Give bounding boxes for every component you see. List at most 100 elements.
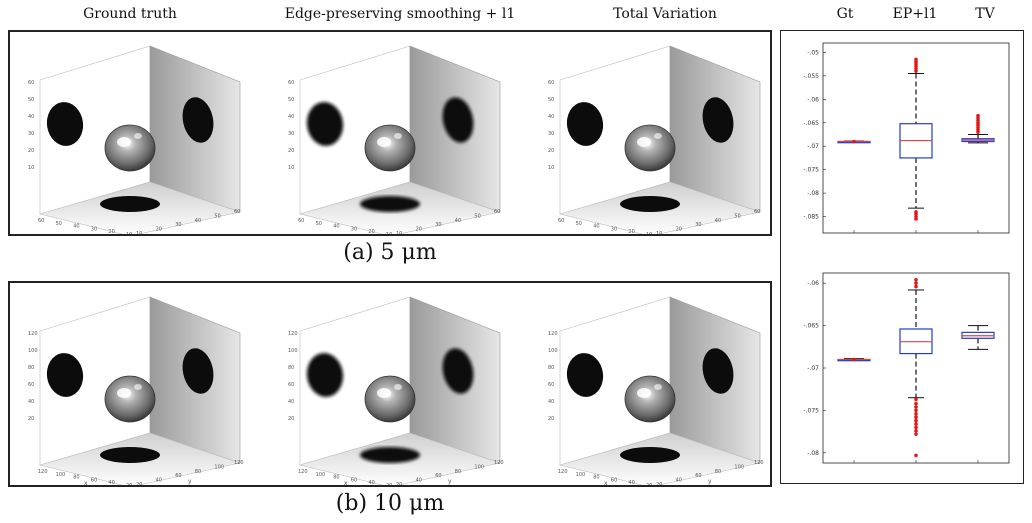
floor-projection <box>100 196 160 212</box>
y-tick-label: -.06 <box>807 96 819 103</box>
outlier-point <box>914 453 918 458</box>
outlier-point <box>976 130 980 134</box>
z-tick-label: 30 <box>548 131 554 137</box>
box-tv <box>961 325 995 463</box>
z-tick-label: 10 <box>28 165 34 171</box>
box-gt <box>837 139 871 233</box>
z-tick-label: 100 <box>548 348 558 354</box>
floor-projection <box>360 447 420 463</box>
z-tick-label: 30 <box>28 131 34 137</box>
sphere-highlight <box>377 137 391 147</box>
y-tick-label: 40 <box>156 478 162 484</box>
z-tick-label: 60 <box>288 382 294 388</box>
z-tick-label: 30 <box>288 131 294 137</box>
outlier-point <box>852 357 856 362</box>
render-ground-truth-5um: 60 50 40 30 20 10 60 50 40 30 20 10 10 20 30 40 50 60 <box>28 45 242 238</box>
render-row-5um: 60 50 40 30 20 10 60 50 40 30 20 10 10 20 30 40 50 60 60 50… <box>28 45 762 238</box>
boxplot-header-gt: Gt <box>836 6 854 22</box>
x-tick-label: 60 <box>91 477 97 483</box>
render-panel-5um: 60 50 40 30 20 10 60 50 40 30 20 10 10 20 30 40 50 60 60 50… <box>8 30 772 238</box>
y-tick-label: 60 <box>435 473 441 479</box>
y-tick-label: 20 <box>396 482 402 485</box>
y-tick-label: 120 <box>494 460 504 466</box>
outlier-point <box>914 418 918 423</box>
y-tick-label: -.07 <box>807 143 819 150</box>
y-tick-label: 20 <box>416 227 422 233</box>
y-tick-label: 40 <box>676 478 682 484</box>
y-tick-label: -.08 <box>807 450 819 457</box>
z-tick-label: 60 <box>288 80 294 86</box>
y-tick-label: 100 <box>734 464 744 470</box>
x-tick-label: 120 <box>298 469 308 475</box>
x-tick-label: 80 <box>73 475 79 481</box>
sphere-object <box>624 124 676 172</box>
z-tick-label: 60 <box>28 382 34 388</box>
boxplot-10um: -.06 -.065 -.07 -.075 -.08 <box>803 272 1010 464</box>
sphere-highlight <box>394 133 402 139</box>
sphere-highlight <box>394 384 402 390</box>
side-wall-projection <box>702 348 734 394</box>
outlier-point <box>914 428 918 433</box>
y-tick-label: 50 <box>214 213 220 219</box>
z-tick-label: 60 <box>548 382 554 388</box>
render-tv-5um: 60 50 40 30 20 10 60 50 40 30 20 10 10 20 30 40 50 60 <box>548 45 762 238</box>
x-tick-label: 20 <box>108 229 114 234</box>
column-header-ground-truth: Ground truth <box>83 6 177 22</box>
y-tick-label: 20 <box>676 227 682 233</box>
y-tick-label: 100 <box>474 464 484 470</box>
boxplot-header-ep-l1: EP+l1 <box>892 6 938 22</box>
y-tick-label: 60 <box>234 209 240 215</box>
x-tick-label: 120 <box>558 469 568 475</box>
y-tick-label: -.06 <box>807 280 819 287</box>
sphere-highlight <box>637 137 651 147</box>
x-tick-label: 30 <box>611 226 617 232</box>
y-tick-label: 30 <box>175 222 181 228</box>
z-tick-label: 20 <box>548 416 554 422</box>
x-tick-label: 40 <box>108 480 114 485</box>
outlier-point <box>914 277 918 282</box>
outlier-point <box>914 412 918 416</box>
outlier-point <box>914 401 918 406</box>
x-tick-label: 30 <box>91 226 97 232</box>
z-tick-label: 40 <box>548 114 554 120</box>
y-tick-label: -.075 <box>803 167 819 174</box>
x-axis-label: x <box>84 480 88 485</box>
box-gt <box>837 357 871 463</box>
y-tick-label: 10 <box>396 231 402 234</box>
y-tick-label: -.065 <box>803 323 819 330</box>
side-wall-projection <box>182 97 214 143</box>
box-ep-l1 <box>899 277 933 463</box>
y-tick-label: 20 <box>656 482 662 485</box>
x-tick-label: 50 <box>56 221 62 227</box>
box-tv <box>961 113 995 233</box>
y-axis-label: y <box>448 478 452 485</box>
y-axis-label: y <box>188 478 192 485</box>
floor-projection <box>100 447 160 463</box>
y-tick-label: 10 <box>136 231 142 234</box>
render-ep-l1-10um: 120 100 80 60 40 20 120 100 80 60 40 20 20 40 60 80 100 1… <box>288 296 504 489</box>
z-tick-label: 60 <box>28 80 34 86</box>
box-ep-l1 <box>899 57 933 233</box>
y-tick-label: 60 <box>175 473 181 479</box>
outlier-point <box>914 432 918 436</box>
sphere-object <box>104 375 156 423</box>
y-tick-label: 60 <box>754 209 760 215</box>
y-tick-label: 50 <box>474 213 480 219</box>
y-tick-label: 120 <box>234 460 244 466</box>
y-tick-label: 30 <box>435 222 441 228</box>
x-tick-label: 60 <box>351 477 357 483</box>
x-tick-label: 30 <box>351 226 357 232</box>
outlier-point <box>914 415 918 419</box>
y-tick-label: 40 <box>455 218 461 224</box>
outlier-point <box>914 69 918 73</box>
z-tick-label: 80 <box>288 365 294 371</box>
outlier-point <box>914 422 918 426</box>
back-wall-projection <box>566 353 604 397</box>
caption-10um: (b) 10 μm <box>335 491 445 516</box>
x-tick-label: 120 <box>38 469 48 475</box>
side-wall-projection <box>442 348 474 394</box>
y-tick-label: 60 <box>695 473 701 479</box>
z-tick-label: 50 <box>548 97 554 103</box>
x-tick-label: 10 <box>386 232 392 234</box>
y-tick-label: 80 <box>715 469 721 475</box>
